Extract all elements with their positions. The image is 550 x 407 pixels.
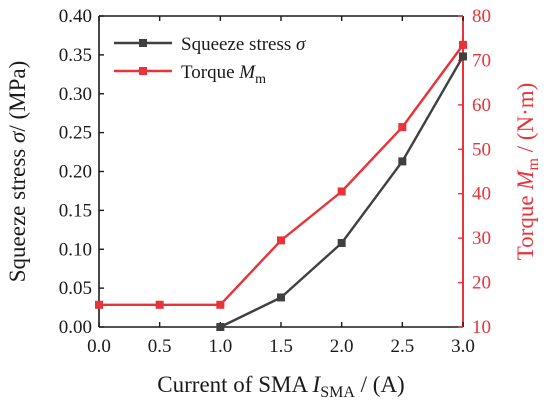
right-y-tick-label: 60: [472, 95, 491, 116]
x-tick-label: 1.0: [208, 336, 232, 357]
right-y-tick-label: 50: [472, 139, 491, 160]
right-y-tick-label: 10: [472, 317, 491, 338]
series-line-torque: [99, 44, 464, 306]
data-point-torque: [216, 300, 225, 309]
x-tick-label: 3.0: [451, 336, 475, 357]
data-point-squeeze-stress: [459, 52, 467, 61]
data-point-torque: [95, 300, 103, 309]
axis-titles: Current of SMA ISMA / (A) Squeeze stress …: [5, 61, 542, 401]
left-y-axis-title: Squeeze stress σ/ (MPa): [5, 61, 30, 283]
x-tick-label: 0.5: [148, 336, 172, 357]
legend-swatch-marker: [139, 39, 147, 47]
x-tick-label: 2.5: [390, 336, 414, 357]
legend-entry: Torque Mm: [181, 62, 266, 87]
left-y-tick-label: 0.15: [59, 200, 92, 221]
data-point-squeeze-stress: [398, 157, 407, 166]
right-y-tick-label: 70: [472, 50, 491, 71]
ticks: 0.0 0.5 1.0 1.5 2.0 2.5 3.0 0.00 0.05 0.10 0.15 0.2…: [59, 6, 491, 357]
left-y-tick-label: 0.35: [59, 45, 92, 66]
left-y-tick-label: 0.20: [59, 162, 92, 183]
legend-swatch-marker: [139, 67, 147, 75]
legend-entry: Squeeze stress σ: [181, 34, 306, 55]
right-y-tick-label: 80: [472, 6, 491, 27]
data-point-squeeze-stress: [277, 293, 285, 302]
data-point-torque: [398, 123, 407, 132]
axes: [98, 15, 464, 328]
data-point-torque: [459, 40, 467, 49]
left-y-tick-label: 0.00: [59, 317, 92, 338]
right-y-tick-label: 30: [472, 228, 491, 249]
left-y-tick-label: 0.30: [59, 84, 92, 105]
data-point-torque: [155, 300, 164, 309]
right-y-tick-label: 40: [472, 184, 491, 205]
right-y-axis-title: Torque Mm / (N·m): [513, 83, 542, 261]
data-point-torque: [337, 187, 346, 196]
data-point-torque: [277, 236, 285, 245]
right-y-tick-label: 20: [472, 273, 491, 294]
legend: Squeeze stress σ Torque Mm: [114, 34, 306, 87]
x-axis-title: Current of SMA ISMA / (A): [157, 372, 404, 401]
left-y-tick-label: 0.05: [59, 278, 92, 299]
data-point-squeeze-stress: [216, 323, 225, 331]
x-tick-label: 0.0: [87, 336, 111, 357]
data-point-squeeze-stress: [337, 239, 346, 248]
left-y-tick-label: 0.25: [59, 123, 92, 144]
x-tick-label: 2.0: [330, 336, 354, 357]
left-y-tick-label: 0.10: [59, 239, 92, 260]
left-y-tick-label: 0.40: [59, 6, 92, 27]
series: [95, 40, 467, 331]
x-tick-label: 1.5: [269, 336, 293, 357]
